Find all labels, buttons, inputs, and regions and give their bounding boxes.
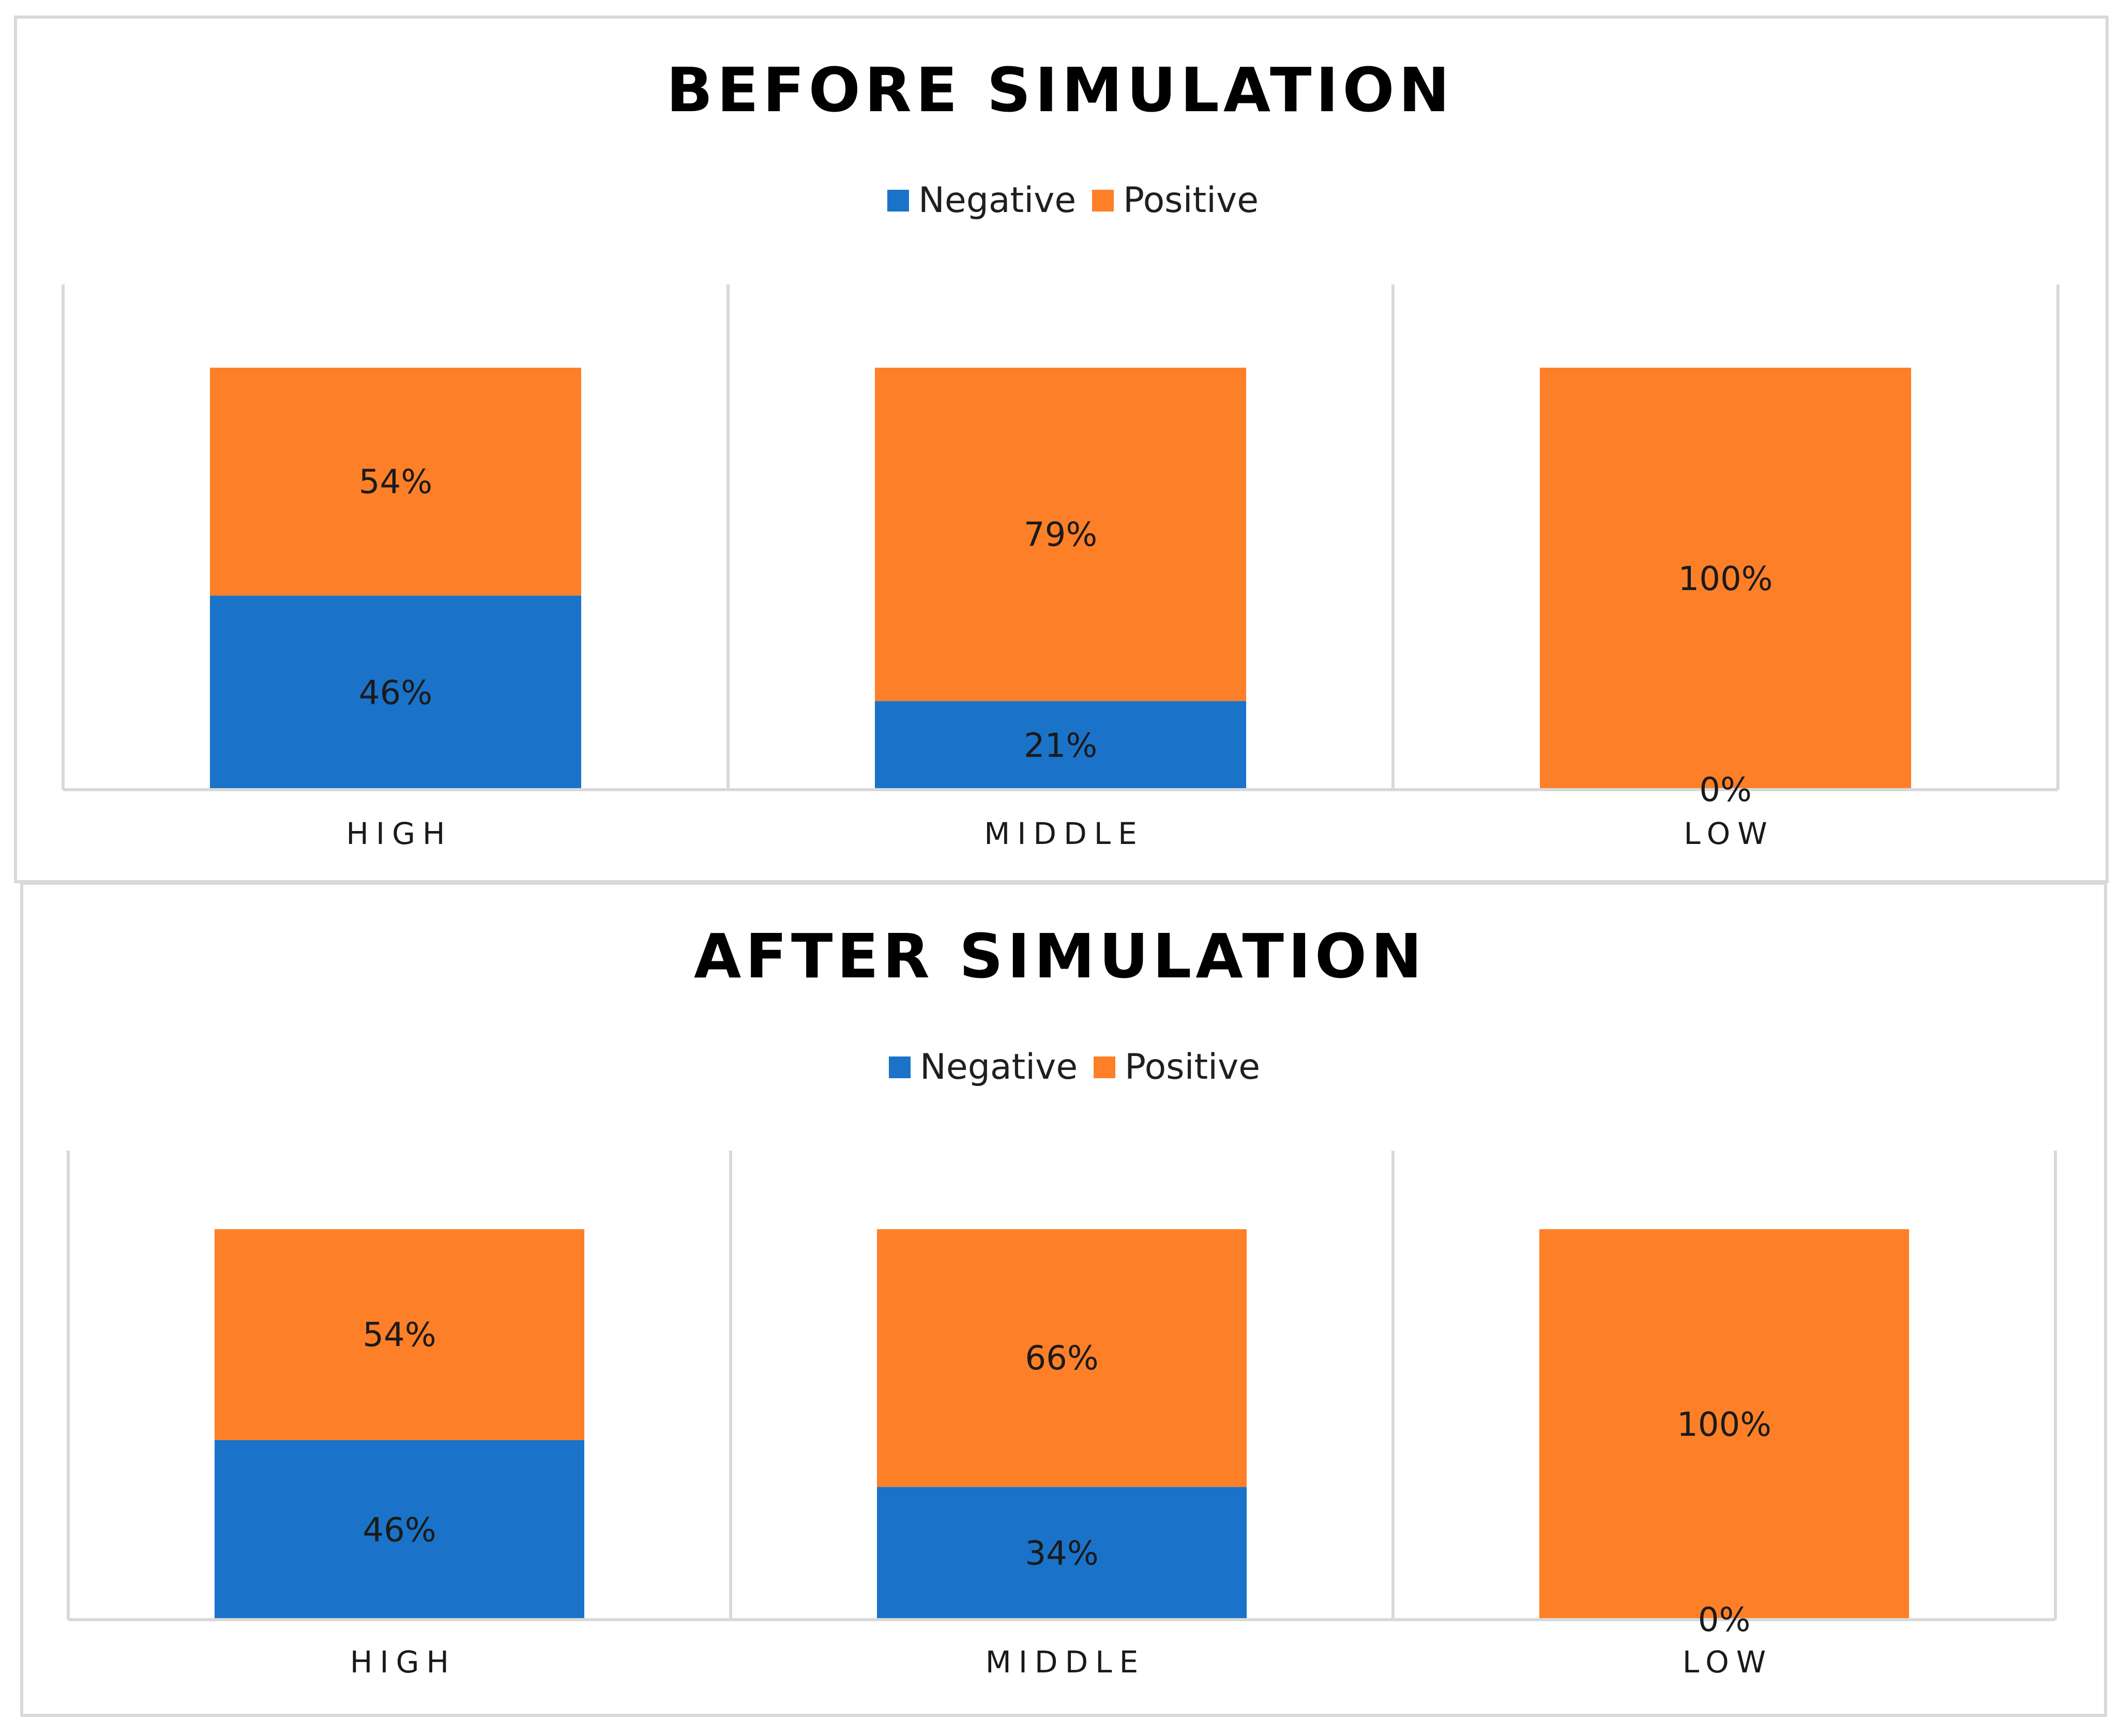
- chart-after-simulation: AFTER SIMULATION Negative Positive 46% 54…: [20, 882, 2107, 1717]
- x-tick-label-low: LOW: [1684, 816, 1774, 851]
- data-label-positive-high: 54%: [362, 1316, 436, 1354]
- legend-swatch-positive: [1094, 1056, 1115, 1078]
- data-label-negative-middle: 21%: [1024, 727, 1097, 765]
- data-label-negative-high: 46%: [359, 674, 432, 712]
- data-label-positive-middle: 66%: [1025, 1339, 1098, 1378]
- legend-swatch-positive: [1092, 190, 1114, 212]
- chart-before-simulation: BEFORE SIMULATION Negative Positive 46% 5…: [14, 16, 2109, 883]
- x-tick-labels: HIGH MIDDLE LOW: [346, 816, 1774, 851]
- data-labels: 46% 54% 21% 79% 0% 100%: [359, 463, 1773, 809]
- bar-segment-positive-high: [210, 368, 581, 596]
- data-label-negative-low: 0%: [1698, 1601, 1751, 1639]
- legend-label-negative: Negative: [920, 1047, 1078, 1088]
- legend: Negative Positive: [887, 180, 1259, 221]
- data-label-positive-high: 54%: [359, 463, 432, 501]
- chart-title: BEFORE SIMULATION: [667, 54, 1454, 126]
- chart-title: AFTER SIMULATION: [694, 920, 1426, 992]
- bar-segment-negative-high: [215, 1440, 584, 1620]
- bar-segment-positive-middle: [875, 368, 1246, 701]
- bar-segment-negative-high: [210, 595, 581, 790]
- data-labels: 46% 54% 34% 66% 0% 100%: [362, 1316, 1771, 1639]
- bar-segment-negative-middle: [875, 701, 1246, 790]
- x-tick-label-high: HIGH: [350, 1644, 456, 1680]
- bar-segment-negative-middle: [877, 1487, 1247, 1620]
- legend-label-negative: Negative: [918, 180, 1076, 221]
- plot-area: 46% 54% 34% 66% 0% 100% HIGH MIDDLE LOW: [67, 1151, 2057, 1680]
- legend-label-positive: Positive: [1125, 1047, 1260, 1088]
- data-label-negative-high: 46%: [362, 1511, 436, 1549]
- data-label-positive-low: 100%: [1678, 560, 1773, 598]
- bar-segment-positive-high: [215, 1229, 584, 1440]
- x-tick-label-middle: MIDDLE: [986, 1644, 1145, 1680]
- legend-swatch-negative: [889, 1056, 911, 1078]
- data-label-negative-middle: 34%: [1025, 1535, 1098, 1573]
- bars: [210, 368, 1911, 790]
- legend-swatch-negative: [887, 190, 909, 212]
- x-tick-label-low: LOW: [1683, 1644, 1773, 1680]
- data-label-positive-low: 100%: [1677, 1406, 1771, 1444]
- bars: [215, 1229, 1909, 1620]
- data-label-positive-middle: 79%: [1024, 516, 1097, 554]
- plot-area: 46% 54% 21% 79% 0% 100% HIGH MIDDLE LOW: [62, 284, 2060, 851]
- bar-segment-positive-low: [1540, 368, 1911, 790]
- bar-segment-positive-low: [1539, 1229, 1909, 1620]
- x-tick-label-high: HIGH: [346, 816, 452, 851]
- x-tick-label-middle: MIDDLE: [984, 816, 1144, 851]
- data-label-negative-low: 0%: [1699, 771, 1752, 809]
- bar-segment-positive-middle: [877, 1229, 1247, 1487]
- x-tick-labels: HIGH MIDDLE LOW: [350, 1644, 1773, 1680]
- legend: Negative Positive: [889, 1047, 1260, 1088]
- legend-label-positive: Positive: [1123, 180, 1259, 221]
